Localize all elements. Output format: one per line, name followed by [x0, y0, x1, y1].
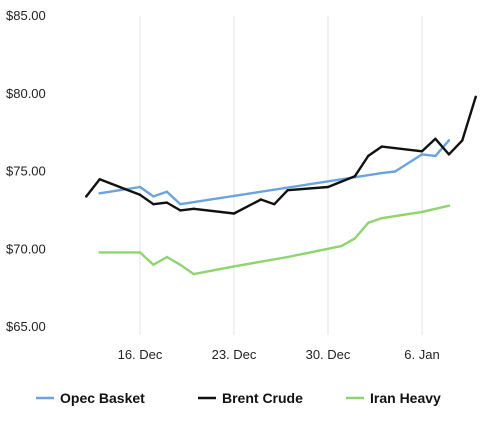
data-point-opec-basket — [434, 154, 437, 158]
legend: Opec Basket Brent Crude Iran Heavy — [36, 390, 441, 406]
data-point-brent-crude — [474, 95, 477, 99]
data-point-iran-heavy — [179, 263, 182, 266]
data-point-iran-heavy — [138, 251, 142, 254]
data-point-brent-crude — [98, 178, 101, 181]
legend-label-opec-basket: Opec Basket — [60, 390, 145, 406]
data-point-iran-heavy — [165, 255, 169, 259]
data-point-iran-heavy — [340, 244, 343, 248]
data-point-brent-crude — [165, 201, 169, 204]
x-tick-label: 6. Jan — [404, 347, 439, 362]
data-point-opec-basket — [165, 190, 169, 193]
data-point-iran-heavy — [447, 204, 451, 207]
x-tick-label: 30. Dec — [306, 347, 351, 362]
series-line-iran-heavy — [98, 204, 451, 276]
data-point-brent-crude — [85, 195, 88, 198]
data-point-opec-basket — [380, 171, 383, 175]
y-tick-label: $80.00 — [6, 86, 46, 101]
data-point-brent-crude — [138, 193, 142, 196]
data-point-brent-crude — [461, 139, 464, 142]
y-axis: $85.00 $80.00 $75.00 $70.00 $65.00 — [6, 8, 46, 334]
data-point-brent-crude — [326, 185, 330, 189]
series-line-brent-crude — [85, 95, 477, 215]
data-point-brent-crude — [192, 207, 195, 210]
x-tick-label: 23. Dec — [212, 347, 257, 362]
y-tick-label: $65.00 — [6, 319, 46, 334]
y-tick-label: $85.00 — [6, 8, 46, 23]
data-point-brent-crude — [152, 203, 155, 206]
data-point-brent-crude — [232, 212, 236, 215]
data-point-brent-crude — [447, 153, 451, 156]
vertical-gridlines — [139, 16, 423, 335]
data-point-opec-basket — [393, 170, 397, 173]
data-point-iran-heavy — [152, 263, 155, 266]
data-point-brent-crude — [179, 209, 182, 212]
legend-item-iran-heavy[interactable]: Iran Heavy — [346, 390, 441, 406]
series-lines — [85, 95, 477, 276]
legend-label-brent-crude: Brent Crude — [222, 390, 303, 406]
x-axis: 16. Dec 23. Dec 30. Dec 6. Jan — [118, 347, 440, 362]
data-point-opec-basket — [420, 153, 424, 156]
data-point-iran-heavy — [380, 217, 383, 220]
data-point-iran-heavy — [367, 221, 370, 224]
data-point-iran-heavy — [192, 272, 195, 276]
legend-label-iran-heavy: Iran Heavy — [370, 390, 441, 406]
data-point-brent-crude — [434, 137, 437, 140]
data-point-brent-crude — [273, 203, 276, 206]
data-point-opec-basket — [138, 185, 142, 189]
data-point-opec-basket — [98, 192, 101, 195]
data-point-brent-crude — [353, 175, 357, 178]
x-tick-label: 16. Dec — [118, 347, 163, 362]
y-tick-label: $70.00 — [6, 241, 46, 256]
data-point-iran-heavy — [353, 237, 357, 240]
data-point-iran-heavy — [420, 210, 424, 214]
data-point-iran-heavy — [286, 255, 289, 259]
data-point-opec-basket — [179, 203, 182, 206]
series-line-opec-basket — [98, 139, 451, 206]
data-point-iran-heavy — [232, 265, 236, 268]
data-point-iran-heavy — [98, 251, 101, 254]
data-point-brent-crude — [286, 189, 289, 192]
y-tick-label: $75.00 — [6, 164, 46, 179]
data-point-opec-basket — [447, 139, 451, 142]
data-point-brent-crude — [367, 154, 370, 158]
data-point-brent-crude — [420, 150, 424, 153]
data-point-opec-basket — [152, 195, 155, 198]
data-point-brent-crude — [380, 145, 383, 148]
data-point-brent-crude — [259, 198, 263, 201]
legend-item-opec-basket[interactable]: Opec Basket — [36, 390, 145, 406]
legend-item-brent-crude[interactable]: Brent Crude — [198, 390, 303, 406]
